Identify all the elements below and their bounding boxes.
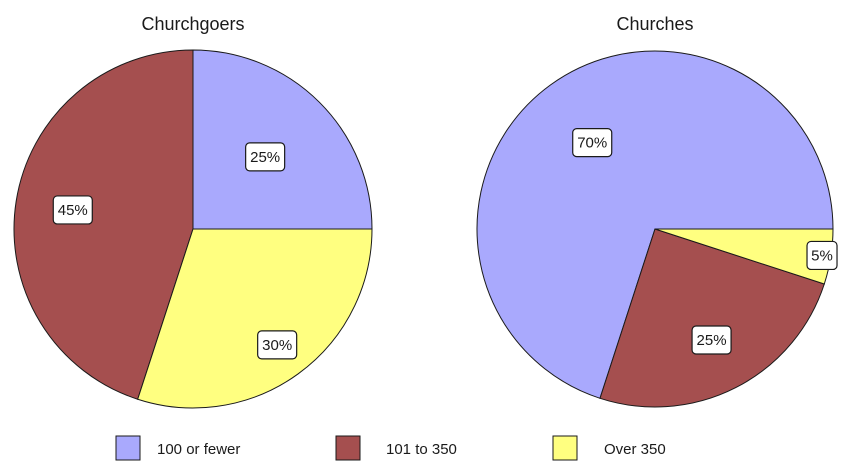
data-label-text: 5%: [811, 247, 833, 264]
pie-slice-100-or-fewer: [192, 49, 373, 230]
data-label-box: [245, 142, 286, 172]
data-label: 25%: [691, 325, 732, 355]
pie-slice-101-to-350: [13, 49, 194, 400]
data-label-text: 25%: [250, 149, 280, 166]
chart-title-churches: Churches: [616, 14, 693, 34]
data-label-box: [691, 325, 732, 355]
data-label-box: [572, 127, 613, 158]
legend-swatch-over-350: [552, 435, 578, 461]
data-label: 25%: [245, 142, 286, 172]
pie-slice-over-350: [137, 228, 373, 409]
legend-swatch-100-or-fewer: [115, 435, 141, 461]
data-label-box: [52, 195, 93, 225]
data-label: 70%: [572, 127, 613, 158]
data-label-text: 25%: [697, 332, 727, 349]
legend: 100 or fewer 101 to 350 Over 350: [115, 435, 666, 461]
pie-slice-101-to-350: [599, 228, 825, 408]
chart-title-churchgoers: Churchgoers: [141, 14, 244, 34]
legend-label-100-or-fewer: 100 or fewer: [157, 441, 240, 458]
data-label-box: [806, 240, 838, 271]
legend-label-101-to-350: 101 to 350: [386, 441, 457, 458]
data-label: 5%: [806, 240, 838, 271]
data-label: 30%: [257, 330, 298, 360]
pie-churchgoers: 25% 45% 30%: [13, 49, 373, 409]
data-label-text: 70%: [577, 135, 607, 152]
data-label-text: 30%: [262, 337, 292, 354]
data-label-text: 45%: [58, 202, 88, 219]
pie-churches: 70% 25% 5%: [476, 50, 838, 408]
data-label: 45%: [52, 195, 93, 225]
legend-swatch-101-to-350: [335, 435, 361, 461]
data-label-box: [257, 330, 298, 360]
legend-label-over-350: Over 350: [604, 441, 666, 458]
pie-slice-100-or-fewer: [476, 50, 834, 399]
